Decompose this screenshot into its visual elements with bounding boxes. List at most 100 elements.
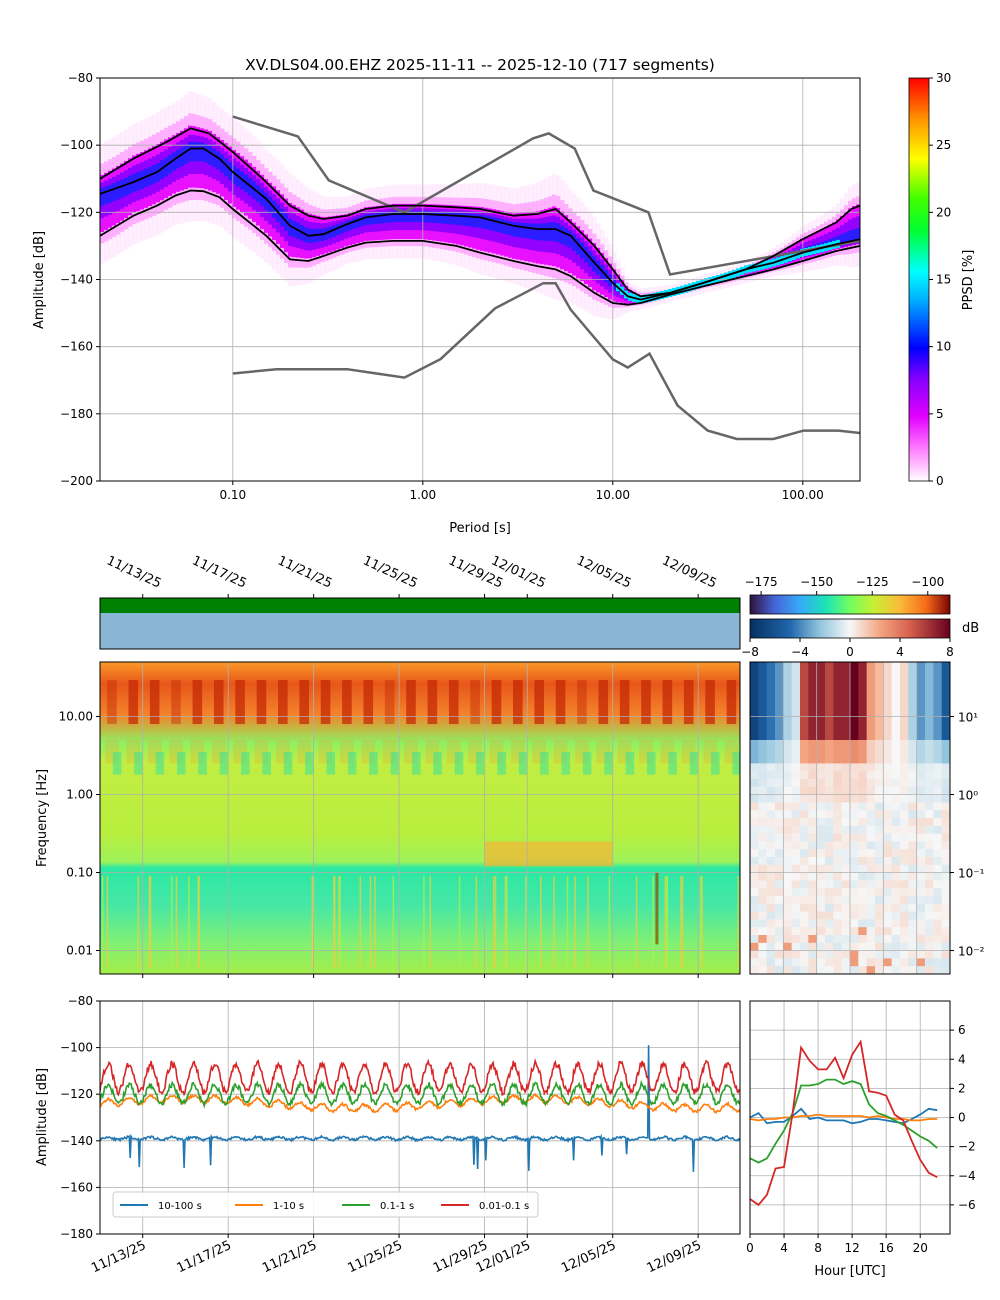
daily-variation-cell (900, 919, 909, 928)
daily-variation-cell (833, 857, 843, 866)
spectrogram-event (655, 872, 659, 945)
daily-variation-cell (866, 732, 876, 741)
daily-variation-cell (775, 701, 784, 710)
daily-variation-cell (800, 677, 809, 686)
spectrogram-transient (475, 876, 478, 968)
daily-variation-cell (875, 896, 884, 905)
daily-variation-cell (808, 794, 818, 803)
daily-variation-cell (750, 802, 759, 811)
daily-variation-cell (933, 896, 943, 905)
daily-variation-cell (883, 857, 893, 866)
daily-variation-cell (808, 716, 818, 725)
spectrogram-transient (311, 876, 314, 968)
daily-variation-cell (875, 701, 884, 710)
daily-variation-cell (833, 888, 843, 897)
daily-variation-cell (850, 927, 859, 936)
daily-variation-cell (858, 872, 868, 881)
daily-variation-cell (850, 810, 859, 819)
spectrogram-colorbar-gradient (749, 594, 951, 615)
spectrogram-transient (540, 876, 542, 968)
ppsd-density-cell (376, 213, 381, 224)
daily-variation-cell (866, 724, 876, 733)
daily-variation-cell (783, 919, 793, 928)
daily-variation-cell (875, 669, 884, 678)
daily-variation-cell (808, 896, 818, 905)
daily-variation-cell (925, 755, 934, 764)
legend-box (112, 1191, 539, 1218)
daily-variation-cell (816, 763, 826, 772)
hourly-x-tick-label: 0 (746, 1241, 754, 1255)
daily-variation-cell (900, 857, 909, 866)
daily-variation-cell (850, 802, 859, 811)
daily-variation-cell (908, 779, 918, 788)
daily-variation-cell (750, 841, 759, 850)
availability-bar-blue (100, 613, 740, 649)
daily-variation-cell (750, 935, 759, 944)
daily-variation-cell (850, 724, 859, 733)
ppsd-density-cell (180, 147, 185, 167)
daily-variation-cell (891, 708, 901, 717)
daily-variation-cell (750, 818, 759, 827)
daily-variation-cell (891, 919, 901, 928)
daily-variation-cell (916, 763, 926, 772)
daily-variation-cell (883, 841, 893, 850)
daily-variation-cell (775, 872, 784, 881)
daily-variation-cell (758, 888, 768, 897)
daily-variation-cell (825, 872, 834, 881)
daily-variation-cell (858, 755, 868, 764)
daily-variation-cell (933, 669, 943, 678)
daily-variation-cell (841, 794, 851, 803)
daily-variation-cell (866, 841, 876, 850)
daily-variation-cell (816, 833, 826, 842)
spectrogram-night-band (326, 752, 336, 775)
daily-variation-cell (891, 888, 901, 897)
daily-variation-cell (825, 786, 834, 795)
daily-colorbar-tick-label: −8 (741, 645, 759, 659)
daily-variation-cell (891, 677, 901, 686)
daily-variation-cell (925, 732, 934, 741)
daily-variation-cell (833, 786, 843, 795)
spectrogram-day-burst (598, 680, 609, 725)
daily-variation-cells (750, 662, 950, 974)
daily-variation-cell (858, 716, 868, 725)
daily-variation-cell (933, 903, 943, 912)
hourly-x-tick-label: 20 (913, 1241, 928, 1255)
spectrogram-night-band (454, 752, 464, 775)
daily-variation-cell (783, 849, 793, 858)
daily-variation-cell (900, 825, 909, 834)
daily-variation-cell (791, 708, 801, 717)
daily-variation-cell (941, 779, 950, 788)
daily-variation-cell (833, 864, 843, 873)
spectrogram-transient (504, 876, 507, 968)
daily-variation-cell (758, 669, 768, 678)
ppsd-density-cell (236, 168, 241, 187)
daily-variation-cell (766, 872, 776, 881)
timeseries-x-tick-label: 11/13/25 (89, 1238, 148, 1276)
daily-variation-cell (775, 677, 784, 686)
daily-variation-cell (900, 669, 909, 678)
daily-variation-cell (908, 755, 918, 764)
ppsd-density-cell (532, 223, 537, 240)
daily-variation-cell (841, 903, 851, 912)
daily-variation-cell (791, 950, 801, 959)
daily-variation-cell (816, 849, 826, 858)
ppsd-density-cell (412, 211, 417, 223)
daily-variation-cell (808, 779, 818, 788)
daily-variation-cell (800, 771, 809, 780)
daily-variation-cell (925, 708, 934, 717)
daily-variation-cell (883, 677, 893, 686)
daily-variation-cell (808, 732, 818, 741)
daily-variation-cell (800, 732, 809, 741)
daily-variation-cell (816, 779, 826, 788)
ppsd-density-cell (188, 141, 193, 162)
daily-variation-cell (783, 802, 793, 811)
ppsd-density-cell (492, 217, 497, 232)
daily-variation-cell (791, 779, 801, 788)
daily-variation-cell (758, 880, 768, 889)
daily-variation-cell (850, 911, 859, 920)
ppsd-panel: XV.DLS04.00.EHZ 2025-11-11 -- 2025-12-10… (32, 56, 976, 536)
daily-variation-cell (941, 833, 950, 842)
daily-variation-cell (883, 927, 893, 936)
daily-variation-cell (833, 966, 843, 974)
daily-variation-cell (883, 818, 893, 827)
